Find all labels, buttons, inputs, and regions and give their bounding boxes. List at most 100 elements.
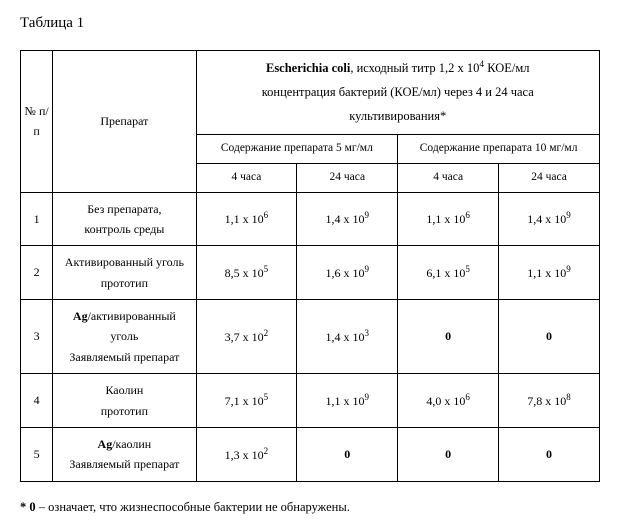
val-sup: 3: [365, 328, 370, 338]
val-sup: 9: [365, 210, 370, 220]
cell-value: 1,1 х 106: [196, 192, 297, 246]
val-base: 1,4 х 10: [527, 212, 566, 226]
prep-line: Активированный уголь: [65, 255, 184, 269]
col-header-conc10: Содержание препарата 10 мг/мл: [398, 135, 600, 164]
prep-line: прототип: [101, 276, 148, 290]
hdr-line2: концентрация бактерий (КОЕ/мл) через 4 и…: [262, 85, 534, 99]
val-sup: 5: [465, 264, 470, 274]
prep-line: прототип: [101, 404, 148, 418]
cell-prep: Ag/каолин Заявляемый препарат: [53, 428, 196, 482]
col-header-5-24h: 24 часа: [297, 163, 398, 192]
table-caption: Таблица 1: [20, 15, 600, 32]
val-base: 7,1 х 10: [225, 394, 264, 408]
cell-value: 0: [398, 428, 499, 482]
cell-value: 3,7 х 102: [196, 300, 297, 374]
hdr-line3: культивирования*: [349, 109, 446, 123]
cell-value: 0: [297, 428, 398, 482]
prep-bold: Ag: [98, 437, 113, 451]
val-base: 1,6 х 10: [326, 266, 365, 280]
val-sup: 8: [566, 392, 571, 402]
col-header-5-4h: 4 часа: [196, 163, 297, 192]
val-sup: 9: [566, 264, 571, 274]
val-base: 6,1 х 10: [426, 266, 465, 280]
col-header-main: Escherichia coli, исходный титр 1,2 х 10…: [196, 51, 600, 135]
data-table: № п/п Препарат Escherichia coli, исходны…: [20, 50, 600, 482]
val-zero: 0: [546, 447, 552, 461]
val-sup: 2: [264, 446, 269, 456]
cell-prep: Каолин прототип: [53, 374, 196, 428]
val-base: 1,1 х 10: [326, 394, 365, 408]
cell-value: 4,0 х 106: [398, 374, 499, 428]
val-base: 1,3 х 10: [225, 448, 264, 462]
cell-prep: Активированный уголь прототип: [53, 246, 196, 300]
cell-value: 7,8 х 108: [499, 374, 600, 428]
table-row: 5 Ag/каолин Заявляемый препарат 1,3 х 10…: [21, 428, 600, 482]
cell-num: 2: [21, 246, 53, 300]
val-base: 1,4 х 10: [326, 212, 365, 226]
hdr-rest1: , исходный титр 1,2 х 10: [350, 61, 479, 75]
col-header-num: № п/п: [21, 51, 53, 193]
col-header-conc5: Содержание препарата 5 мг/мл: [196, 135, 398, 164]
val-sup: 6: [465, 392, 470, 402]
val-sup: 5: [264, 392, 269, 402]
cell-prep: Ag/активированный уголь Заявляемый препа…: [53, 300, 196, 374]
val-sup: 6: [264, 210, 269, 220]
val-sup: 6: [465, 210, 470, 220]
val-base: 3,7 х 10: [225, 330, 264, 344]
cell-value: 0: [499, 428, 600, 482]
footnote-rest: – означает, что жизнеспособные бактерии …: [36, 500, 350, 514]
cell-prep: Без препарата, контроль среды: [53, 192, 196, 246]
val-sup: 9: [365, 392, 370, 402]
cell-value: 7,1 х 105: [196, 374, 297, 428]
cell-value: 0: [398, 300, 499, 374]
cell-value: 6,1 х 105: [398, 246, 499, 300]
hdr-tail: КОЕ/мл: [484, 61, 529, 75]
val-base: 1,4 х 10: [326, 330, 365, 344]
prep-line: /каолин: [112, 437, 151, 451]
prep-line: Заявляемый препарат: [69, 457, 179, 471]
table-row: 4 Каолин прототип 7,1 х 105 1,1 х 109 4,…: [21, 374, 600, 428]
col-header-prep-text: Препарат: [100, 114, 148, 128]
cell-value: 1,6 х 109: [297, 246, 398, 300]
val-zero: 0: [445, 447, 451, 461]
cell-value: 0: [499, 300, 600, 374]
hdr-species: Escherichia coli: [266, 61, 350, 75]
val-base: 8,5 х 10: [225, 266, 264, 280]
table-row: 3 Ag/активированный уголь Заявляемый пре…: [21, 300, 600, 374]
val-sup: 5: [264, 264, 269, 274]
cell-value: 8,5 х 105: [196, 246, 297, 300]
cell-num: 3: [21, 300, 53, 374]
header-row-1: № п/п Препарат Escherichia coli, исходны…: [21, 51, 600, 135]
cell-value: 1,4 х 109: [297, 192, 398, 246]
col-header-prep: Препарат: [53, 51, 196, 193]
cell-value: 1,4 х 103: [297, 300, 398, 374]
val-base: 1,1 х 10: [527, 266, 566, 280]
cell-value: 1,3 х 102: [196, 428, 297, 482]
val-base: 1,1 х 10: [426, 212, 465, 226]
table-row: 1 Без препарата, контроль среды 1,1 х 10…: [21, 192, 600, 246]
cell-num: 1: [21, 192, 53, 246]
val-base: 7,8 х 10: [527, 394, 566, 408]
cell-value: 1,1 х 106: [398, 192, 499, 246]
val-sup: 9: [566, 210, 571, 220]
val-sup: 9: [365, 264, 370, 274]
col-header-10-4h: 4 часа: [398, 163, 499, 192]
prep-line: Каолин: [105, 383, 143, 397]
val-sup: 2: [264, 328, 269, 338]
prep-line: уголь: [110, 329, 138, 343]
val-base: 1,1 х 10: [225, 212, 264, 226]
val-zero: 0: [344, 447, 350, 461]
cell-num: 4: [21, 374, 53, 428]
col-header-10-24h: 24 часа: [499, 163, 600, 192]
prep-line: /активированный: [88, 309, 176, 323]
cell-value: 1,4 х 109: [499, 192, 600, 246]
prep-line: Без препарата,: [87, 202, 161, 216]
prep-line: Заявляемый препарат: [69, 350, 179, 364]
prep-bold: Ag: [73, 309, 88, 323]
table-row: 2 Активированный уголь прототип 8,5 х 10…: [21, 246, 600, 300]
footnote-bold: * 0: [20, 500, 36, 514]
val-base: 4,0 х 10: [426, 394, 465, 408]
val-zero: 0: [546, 329, 552, 343]
cell-value: 1,1 х 109: [499, 246, 600, 300]
cell-num: 5: [21, 428, 53, 482]
